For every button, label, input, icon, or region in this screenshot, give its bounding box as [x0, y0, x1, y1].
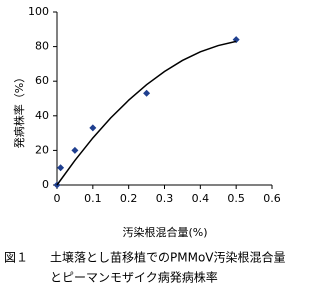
- y-axis-label: 発病株率（%）: [12, 72, 26, 148]
- caption-line: とピーマンモザイク病発病株率: [50, 270, 218, 285]
- x-tick-label: 0.6: [263, 192, 281, 205]
- x-tick-label: 0.3: [156, 192, 174, 205]
- point: [57, 164, 65, 172]
- point: [143, 89, 151, 97]
- fit-curve: [56, 40, 237, 186]
- chart: 汚染根混合量(%) 発病株率（%） 図１ 土壌落とし苗移植でのPMMoV汚染根混…: [4, 5, 286, 285]
- point: [89, 124, 97, 132]
- x-tick-label: 0.2: [120, 192, 138, 205]
- x-tick-label: 0.1: [84, 192, 102, 205]
- caption-number: 図１: [4, 251, 28, 265]
- point: [71, 146, 79, 154]
- x-tick-label: 0.4: [192, 192, 210, 205]
- y-tick-label: 60: [35, 74, 49, 87]
- y-tick-label: 40: [35, 109, 49, 122]
- x-tick-label: 0.5: [227, 192, 245, 205]
- caption-line: 土壌落とし苗移植でのPMMoV汚染根混合量: [50, 250, 286, 265]
- y-tick-label: 20: [35, 143, 49, 156]
- y-tick-label: 0: [42, 178, 49, 191]
- y-tick-label: 80: [35, 40, 49, 53]
- y-tick-label: 100: [28, 5, 49, 18]
- x-tick-label: 0: [54, 192, 61, 205]
- x-axis-label: 汚染根混合量(%): [122, 225, 207, 239]
